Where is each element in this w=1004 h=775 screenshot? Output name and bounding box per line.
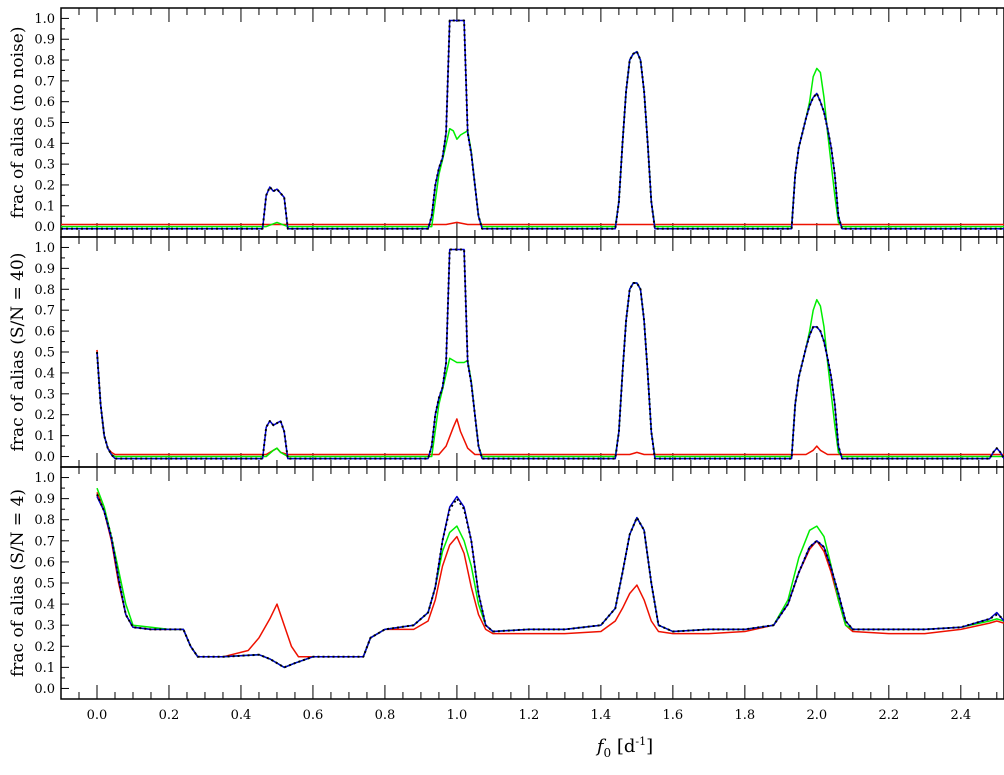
y-axis-label: frac of alias (S/N = 40) [8,253,28,452]
y-tick-label: 1.0 [34,241,55,256]
y-tick-label: 0.9 [34,33,55,48]
y-tick-label: 0.3 [34,619,55,634]
y-tick-label: 0.3 [34,387,55,402]
x-tick-label: 1.2 [519,708,540,723]
x-tick-label: 1.6 [663,708,684,723]
y-tick-label: 0.6 [34,555,55,570]
y-tick-label: 0.1 [34,661,55,676]
x-axis-label-subscript: 0 [604,746,612,760]
series-line-blue [96,495,1004,669]
y-tick-label: 0.5 [34,577,55,592]
x-tick-label: 1.4 [591,708,612,723]
shared-x-axis: 0.0 0.2 0.4 0.6 0.8 1.0 1.2 1.4 1.6 1.8 2.0 2.2 2.4 [87,708,972,723]
series-line-blue [96,248,1004,460]
y-tick-label: 0.4 [34,137,55,152]
y-tick-label: 0.6 [34,325,55,340]
y-tick-label: 0.8 [34,513,55,528]
y-axis-label: frac of alias (no noise) [8,27,28,219]
y-tick-label: 0.3 [34,158,55,173]
x-tick-label: 0.6 [303,708,324,723]
y-axis-label: frac of alias (S/N = 4) [8,489,28,677]
panel-2: 0.0 0.1 0.2 0.3 0.4 0.5 0.6 0.7 0.8 0.9 1.0 frac of… [8,236,1004,468]
x-tick-label: 0.8 [375,708,396,723]
y-tick-label: 0.7 [34,304,55,319]
y-tick-label: 0.7 [34,74,55,89]
series-line-black [61,19,1004,230]
y-tick-label: 0.1 [34,429,55,444]
x-axis-label-unit: [d [611,736,635,757]
x-axis-label-unit-close: ] [646,736,653,757]
panel-frame [60,236,1004,468]
x-axis-label-unit-exponent: -1 [635,735,646,748]
y-tick-label: 0.2 [34,408,55,423]
panel-1: 0.0 0.1 0.2 0.3 0.4 0.5 0.6 0.7 0.8 0.9 1.0 frac of… [8,7,1004,238]
x-tick-label: 0.0 [87,708,108,723]
y-tick-label: 0.7 [34,534,55,549]
x-tick-label: 1.0 [447,708,468,723]
x-tick-label: 2.4 [950,708,971,723]
series-line-red [61,221,1004,226]
series-line-black [96,494,1004,669]
y-tick-label: 1.0 [34,12,55,27]
y-tick-label: 0.4 [34,598,55,613]
x-tick-label: 1.8 [735,708,756,723]
y-tick-label: 0.6 [34,95,55,110]
series-line-green [61,50,1004,228]
panel-3: 0.0 0.1 0.2 0.3 0.4 0.5 0.6 0.7 0.8 0.9 1.0 frac of… [8,466,1004,700]
series-line-blue [61,19,1004,230]
series-line-green [96,282,1004,458]
y-tick-label: 0.2 [34,640,55,655]
series-line-red [96,349,1004,456]
x-tick-label: 2.2 [878,708,899,723]
y-tick-label: 0.0 [34,450,55,465]
panel-frame [60,466,1004,700]
y-tick-label: 0.2 [34,178,55,193]
y-tick-label: 0.8 [34,54,55,69]
y-tick-label: 0.4 [34,366,55,381]
series-line-green [96,487,1004,669]
series-line-black [96,248,1004,460]
y-tick-label: 0.0 [34,682,55,697]
x-tick-label: 2.0 [806,708,827,723]
y-tick-label: 0.5 [34,346,55,361]
x-axis-label: f0 [d-1] [595,735,653,760]
y-tick-label: 0.0 [34,220,55,235]
y-tick-label: 0.9 [34,262,55,277]
y-tick-label: 0.1 [34,199,55,214]
y-tick-label: 0.5 [34,116,55,131]
x-tick-label: 0.2 [159,708,180,723]
y-tick-label: 1.0 [34,471,55,486]
panel-frame [60,7,1004,238]
x-tick-label: 0.4 [231,708,252,723]
y-tick-label: 0.9 [34,492,55,507]
chart-panels: 0.0 0.1 0.2 0.3 0.4 0.5 0.6 0.7 0.8 0.9 1.0 frac of… [8,7,1004,700]
series-line-red [96,492,1004,658]
y-tick-label: 0.8 [34,283,55,298]
